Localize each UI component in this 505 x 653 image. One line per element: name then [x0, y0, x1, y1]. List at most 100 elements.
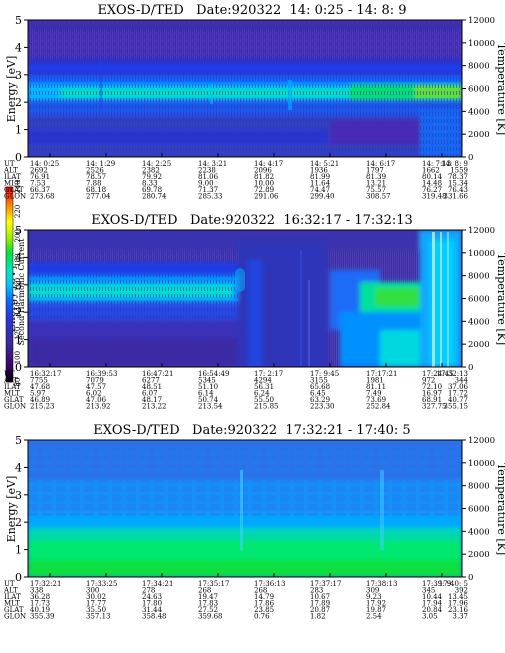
colorbar-tick-label: 100	[14, 351, 22, 364]
y-tick-label: 3	[15, 69, 22, 82]
table-cell: 17.80	[142, 600, 162, 608]
table-cell: 35.50	[86, 606, 106, 614]
panel-3-title: EXOS-D/TED Date:920322 17:32:21 - 17:40:…	[93, 423, 410, 438]
y-tick-label: 5	[15, 14, 22, 27]
panel-3-y2-label: Temperature [K]	[495, 463, 505, 555]
table-cell: 17.77	[86, 600, 106, 608]
row-label: ILAT	[4, 383, 21, 391]
table-cell: 331.66	[444, 193, 469, 201]
row-label: GLAT	[4, 606, 24, 614]
table-cell: 31.44	[142, 606, 163, 614]
table-cell: 14: 7:13	[422, 160, 451, 168]
y2-tick-label: 8000	[468, 482, 490, 492]
panel-1-y-label: Energy [eV]	[5, 56, 18, 123]
colorbar-tick-label: 240	[14, 180, 22, 193]
table-cell: 7.49	[366, 390, 382, 398]
table-cell: 14: 0:25	[30, 160, 59, 168]
table-cell: 17.72	[448, 390, 468, 398]
table-cell: 14.48	[422, 180, 442, 188]
table-cell: 23.16	[448, 606, 469, 614]
table-cell: 55.50	[254, 396, 274, 404]
table-cell: 327.75	[422, 403, 447, 411]
colorbar-tick-label: 160	[14, 278, 22, 291]
table-cell: 1559	[450, 167, 468, 175]
y-tick-label: 1	[15, 334, 22, 347]
table-cell: 14: 2:25	[142, 160, 171, 168]
table-cell: 23.85	[254, 606, 274, 614]
table-cell: 75.57	[366, 186, 386, 194]
row-label: GLON	[4, 193, 26, 201]
colorbar-tick-label: 140	[14, 302, 22, 315]
row-label: ALT	[3, 587, 18, 595]
y2-tick-label: 10000	[468, 39, 495, 49]
table-cell: 17.86	[254, 600, 275, 608]
row-label: GLAT	[4, 186, 24, 194]
table-cell: 299.40	[310, 193, 335, 201]
table-cell: 17: 9:45	[310, 370, 339, 378]
table-cell: 14: 1:29	[86, 160, 115, 168]
table-cell: 6.24	[254, 390, 270, 398]
colorbar-gradient	[5, 186, 14, 383]
y2-tick-label: 2000	[468, 550, 490, 560]
table-cell: 50.74	[198, 396, 219, 404]
table-cell: 357.13	[86, 613, 111, 621]
table-cell: 7755	[30, 377, 48, 385]
row-label: ILAT	[4, 173, 21, 181]
table-cell: 78.37	[448, 173, 468, 181]
y-tick-label: 4	[15, 251, 22, 264]
y2-tick-label: 6000	[468, 85, 490, 95]
table-cell: 69.78	[142, 186, 162, 194]
y-tick-label: 0	[15, 571, 22, 584]
table-cell: 345	[422, 587, 435, 595]
table-cell: 6.45	[310, 390, 326, 398]
table-cell: 51.10	[198, 383, 218, 391]
table-cell: 273.68	[30, 193, 55, 201]
table-cell: 47.68	[30, 383, 50, 391]
table-cell: 68.91	[422, 396, 442, 404]
table-cell: 17:24:45	[422, 370, 453, 378]
table-cell: 14: 5:21	[310, 160, 339, 168]
table-cell: 71.37	[198, 186, 218, 194]
table-cell: 1662	[422, 167, 440, 175]
y2-tick-label: 10000	[468, 249, 495, 259]
table-cell: 19.87	[366, 606, 386, 614]
table-cell: 2692	[30, 167, 48, 175]
table-cell: 7.53	[30, 180, 46, 188]
table-cell: 20.87	[310, 606, 330, 614]
table-cell: 17.89	[310, 600, 330, 608]
table-cell: 3155	[310, 377, 328, 385]
table-cell: 17:35:17	[198, 580, 229, 588]
table-cell: 8.33	[142, 180, 158, 188]
row-label: MLT	[4, 180, 20, 188]
table-cell: 9.00	[198, 180, 214, 188]
table-cell: 6277	[142, 377, 160, 385]
panel-1-title: EXOS-D/TED Date:920322 14: 0:25 - 14: 8:…	[97, 3, 406, 18]
table-cell: 14: 4:17	[254, 160, 283, 168]
colorbar-tick-label: 200	[14, 229, 22, 242]
table-cell: 17.96	[448, 600, 469, 608]
row-label: ALT	[3, 377, 18, 385]
y-tick-label: 5	[15, 224, 22, 237]
table-cell: 16:32:17	[30, 370, 61, 378]
table-cell: 2382	[142, 167, 160, 175]
row-label: UT	[4, 160, 15, 168]
table-cell: 1797	[366, 167, 384, 175]
table-cell: 68.18	[86, 186, 106, 194]
table-cell: 48.51	[142, 383, 162, 391]
table-cell: 10.44	[422, 593, 443, 601]
table-cell: 358.48	[142, 613, 167, 621]
table-cell: 17:34:21	[142, 580, 173, 588]
table-cell: 81.39	[366, 173, 386, 181]
y-tick-label: 5	[15, 434, 22, 447]
row-label: GLON	[4, 403, 26, 411]
table-cell: 17.83	[198, 600, 218, 608]
y2-tick-label: 0	[468, 363, 473, 373]
table-cell: 65.68	[310, 383, 330, 391]
table-cell: 48.17	[142, 396, 162, 404]
y2-tick-label: 8000	[468, 62, 490, 72]
table-cell: 14.79	[254, 593, 274, 601]
table-cell: 14: 8: 9	[441, 160, 468, 168]
table-cell: 213.54	[198, 403, 223, 411]
table-cell: 6.07	[142, 390, 158, 398]
